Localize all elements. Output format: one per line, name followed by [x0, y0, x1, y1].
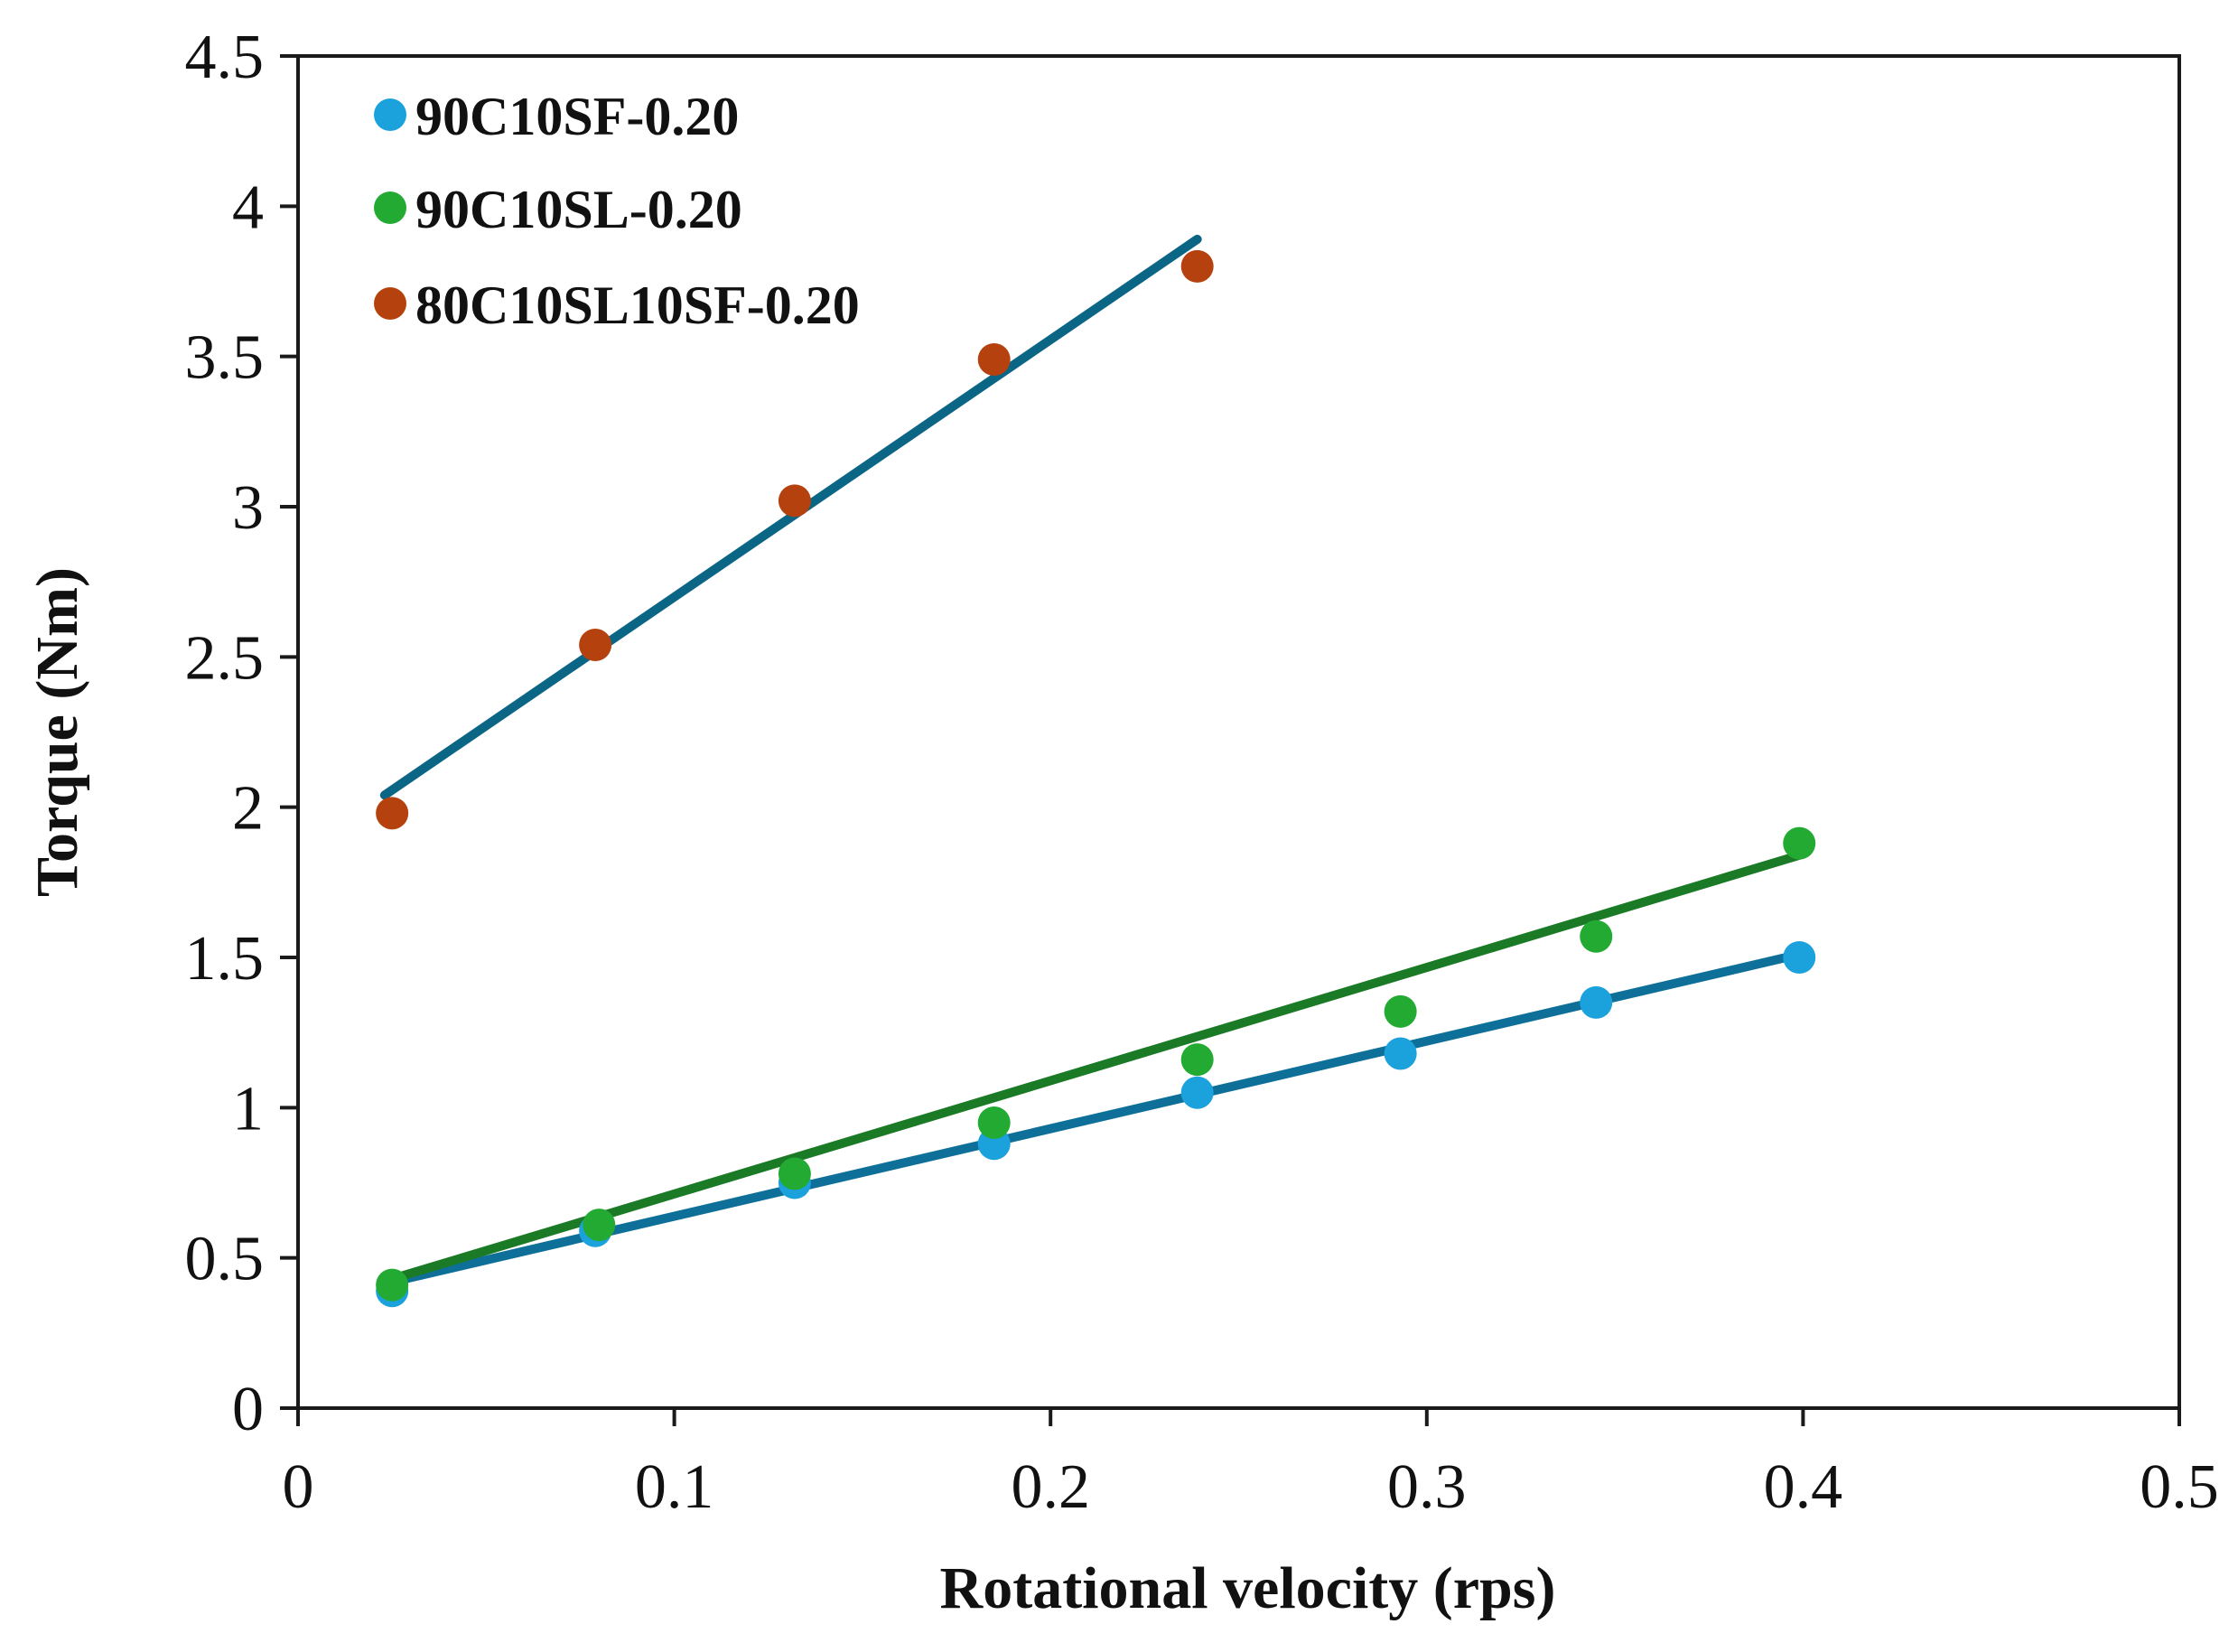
data-point-series-2 [977, 1106, 1011, 1139]
data-point-series-2 [1580, 919, 1613, 953]
legend-label-series-1: 90C10SF-0.20 [415, 87, 739, 146]
legend: 90C10SF-0.20 90C10SL-0.20 80C10SL10SF-0.20 [374, 87, 860, 335]
legend-marker-series-1 [374, 98, 406, 131]
legend-label-series-2: 90C10SL-0.20 [415, 180, 742, 239]
x-tick-label: 0 [283, 1452, 314, 1522]
x-tick-label: 0.1 [635, 1452, 714, 1522]
y-tick-label: 1.5 [185, 924, 265, 994]
y-tick-label: 3 [232, 473, 264, 543]
x-tick-label: 0.3 [1387, 1452, 1467, 1522]
y-tick-label: 0 [232, 1375, 264, 1444]
y-tick-label: 3.5 [185, 323, 265, 393]
data-point-series-3 [1180, 249, 1214, 283]
trendline-series-2 [387, 850, 1804, 1283]
y-tick-label: 0.5 [185, 1225, 265, 1294]
y-tick-label: 1 [232, 1074, 264, 1143]
data-point-series-1 [1384, 1037, 1417, 1070]
y-tick-label: 2 [232, 774, 264, 844]
data-point-series-3 [778, 484, 811, 518]
data-point-series-1 [1580, 985, 1613, 1019]
data-point-series-1 [1783, 941, 1816, 974]
data-point-series-2 [1180, 1043, 1214, 1077]
x-tick-label: 0.2 [1011, 1452, 1090, 1522]
data-point-series-2 [778, 1157, 811, 1190]
trendline-series-1 [387, 949, 1804, 1287]
trendlines [379, 234, 1804, 1287]
legend-marker-series-2 [374, 191, 406, 224]
data-point-series-2 [1384, 994, 1417, 1028]
data-point-series-2 [376, 1268, 409, 1302]
x-axis-title: Rotational velocity (rps) [940, 1555, 1556, 1621]
plot-frame [296, 54, 2181, 1410]
data-point-series-2 [583, 1209, 616, 1242]
y-tick-label: 4.5 [185, 23, 265, 92]
legend-marker-series-3 [374, 287, 406, 320]
x-axis: 0 0.1 0.2 0.3 0.4 0.5 [283, 1408, 2219, 1522]
x-tick-label: 0.5 [2140, 1452, 2219, 1522]
trendline-series-3 [379, 234, 1202, 800]
y-axis-title: Torque (Nm) [24, 567, 90, 897]
legend-label-series-3: 80C10SL10SF-0.20 [415, 275, 860, 335]
data-point-series-3 [376, 797, 409, 830]
y-axis: 0 0.5 1 1.5 2 2.5 3 3.5 4 4.5 [185, 23, 298, 1444]
data-point-series-1 [1180, 1076, 1214, 1109]
y-tick-label: 4 [232, 173, 264, 242]
data-point-series-3 [977, 342, 1011, 376]
data-point-series-3 [579, 629, 612, 662]
data-point-series-2 [1783, 826, 1816, 860]
y-tick-label: 2.5 [185, 623, 265, 693]
plot-area-border [296, 54, 2181, 1410]
x-tick-label: 0.4 [1764, 1452, 1843, 1522]
data-points [376, 249, 1816, 1308]
